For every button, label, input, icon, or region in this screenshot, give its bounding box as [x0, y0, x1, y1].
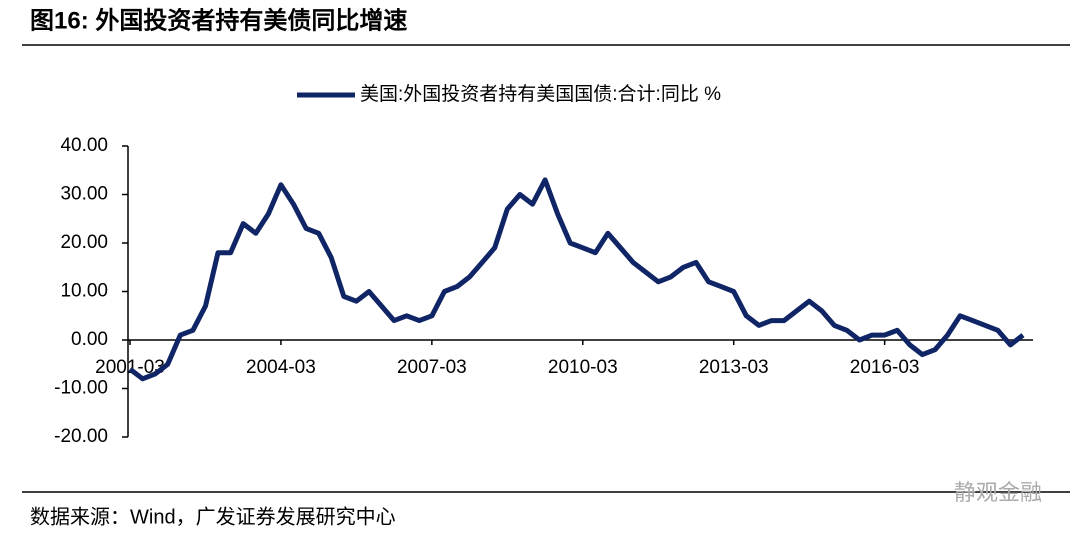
line-series [128, 177, 1025, 382]
y-tick-label: -10.00 [54, 378, 108, 399]
y-tick-label: 10.00 [60, 281, 108, 302]
watermark: 静观金融 [954, 480, 1042, 505]
y-tick-label: -20.00 [54, 426, 108, 447]
y-tick-label: 0.00 [71, 329, 108, 350]
title: 图16: 外国投资者持有美债同比增速 [30, 6, 407, 34]
x-tick-label: 2013-03 [699, 357, 769, 378]
y-tick-label: 40.00 [60, 135, 108, 156]
x-tick-label: 2001-03 [95, 357, 165, 378]
x-tick-label: 2010-03 [548, 357, 618, 378]
chart: -20.00 -10.00 0.00 10.00 20.00 30.00 40.00 2001… [54, 83, 1033, 447]
y-tick-label: 20.00 [60, 232, 108, 253]
x-tick-label: 2007-03 [397, 357, 467, 378]
x-tick-label: 2016-03 [850, 357, 920, 378]
legend-label: 美国:外国投资者持有美国国债:合计:同比 % [360, 83, 721, 105]
source: 数据来源：Wind，广发证券发展研究中心 [30, 505, 396, 528]
x-tick-label: 2004-03 [246, 357, 316, 378]
y-tick-label: 30.00 [60, 184, 108, 205]
